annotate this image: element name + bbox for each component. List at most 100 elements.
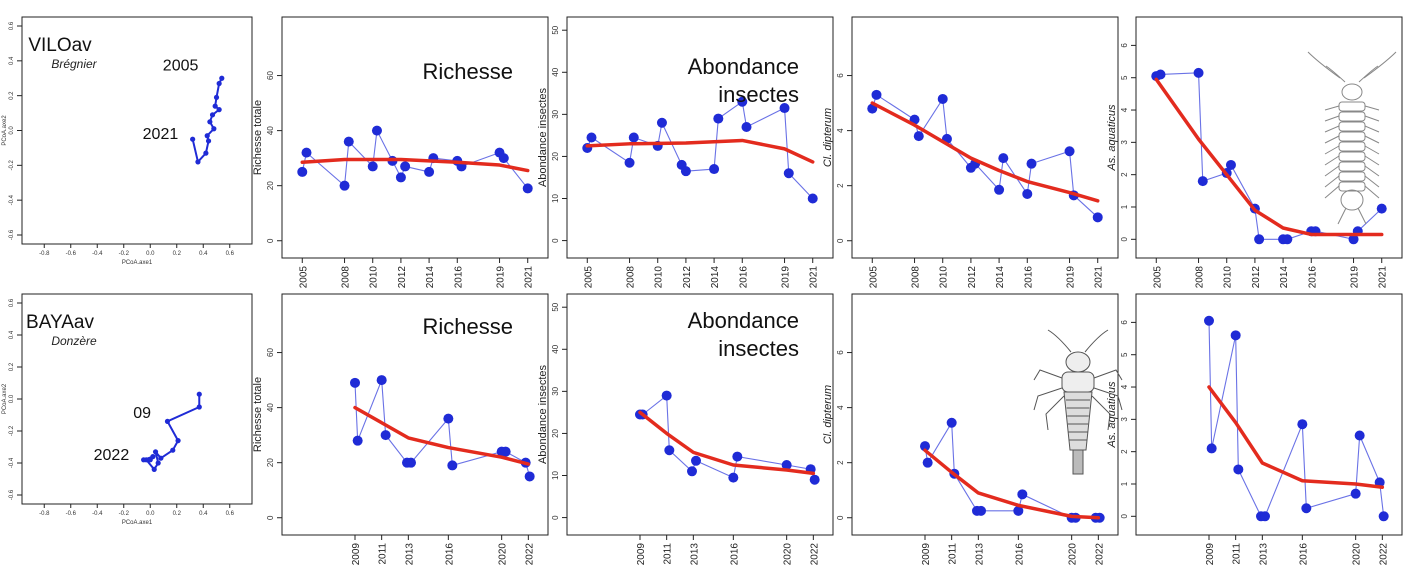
data-point (732, 451, 743, 462)
data-point (809, 474, 820, 485)
trajectory-point (175, 438, 181, 444)
y-axis-label: Abondance insectes (537, 87, 549, 187)
data-point (1348, 234, 1359, 245)
x-tick-label: 2016 (1307, 266, 1318, 289)
river-name: Donzère (51, 334, 97, 348)
panel-frame (1135, 293, 1403, 536)
panel-frame (1135, 16, 1403, 259)
leg (1324, 145, 1380, 155)
data-point (1230, 330, 1241, 341)
panel-2: 0 20 40 60 2005 2008 2010 2012 2014 2016 2019 2021 R… (252, 16, 549, 288)
x-tick-label: 0.2 (173, 511, 182, 517)
data-point (994, 184, 1005, 195)
antennule (1325, 65, 1379, 83)
y-tick-label: -0.6 (9, 489, 15, 500)
y-tick-label: 50 (551, 302, 560, 311)
x-tick-label: 2020 (1352, 543, 1363, 566)
data-point (1204, 315, 1214, 326)
y-tick-label: 0.4 (9, 330, 15, 339)
panel-9: 0 2 4 6 2009 2011 2013 2016 2020 2022 Cl. dipterum (822, 293, 1119, 566)
y-tick-label: 0 (836, 238, 845, 243)
y-tick-label: 6 (1120, 43, 1129, 48)
y-tick-label: 30 (551, 109, 560, 118)
data-point (680, 166, 691, 177)
x-tick-label: 2013 (689, 543, 700, 566)
data-point (946, 417, 957, 428)
y-axis-label: Abondance insectes (537, 364, 549, 464)
x-tick-label: 2022 (524, 543, 535, 566)
body-segment (1338, 171, 1366, 182)
data-point (691, 455, 701, 466)
y-tick-label: 3 (1120, 140, 1129, 145)
panel-title: insectes (718, 82, 799, 107)
data-point (297, 166, 308, 177)
panel-10: 0 1 2 3 4 5 6 2009 2011 2013 2016 2020 2022 As. aquat… (1106, 293, 1403, 566)
data-point (586, 132, 597, 143)
data-point (380, 430, 391, 441)
panel-frame (566, 293, 834, 536)
data-point (661, 390, 672, 401)
data-point (1017, 489, 1028, 500)
panel-frame (281, 16, 549, 259)
data-point (395, 172, 406, 183)
x-tick-label: 2020 (1068, 543, 1079, 566)
x-tick-label: 2011 (663, 543, 674, 565)
data-point (367, 161, 378, 172)
data-point (1376, 203, 1387, 214)
body-segment (1338, 141, 1366, 152)
uropod (1337, 207, 1367, 225)
data-point (400, 161, 411, 172)
x-tick-label: 2005 (583, 266, 594, 289)
data-point (687, 466, 697, 477)
y-axis-label: PCoA.axe2 (2, 115, 8, 146)
x-tick-label: 2010 (1223, 266, 1234, 289)
trend-line (585, 138, 815, 164)
data-point (1022, 188, 1033, 199)
y-tick-label: 6 (836, 350, 845, 355)
y-tick-label: 4 (1120, 384, 1129, 389)
y-tick-label: -0.2 (9, 425, 15, 436)
y-tick-label: 0.0 (9, 394, 15, 403)
y-tick-label: 40 (266, 126, 275, 135)
x-tick-label: 2016 (729, 543, 740, 566)
x-tick-label: 2020 (783, 543, 794, 566)
trend-line (1207, 385, 1385, 489)
body-segment (1338, 111, 1366, 122)
x-tick-label: 2008 (626, 266, 637, 289)
trajectory-point (170, 447, 176, 453)
x-tick-label: -0.6 (66, 251, 77, 257)
panel-6: -0.6 -0.4 -0.2 0.0 0.2 0.4 0.6 -0.8 -0.6 -0.4 -0.2… (2, 293, 253, 526)
trend-line (300, 157, 530, 173)
body-segment (1338, 161, 1366, 172)
data-point (343, 136, 354, 147)
site-name: VILOav (28, 35, 92, 56)
data-point (1297, 419, 1308, 430)
y-tick-label: -0.6 (9, 229, 15, 240)
x-tick-label: 2022 (1378, 543, 1389, 566)
data-point (376, 375, 387, 386)
x-tick-label: 2022 (1094, 543, 1105, 566)
x-axis-label: PCoA.axe1 (122, 260, 153, 266)
panel-1: -0.6 -0.4 -0.2 0.0 0.2 0.4 0.6 -0.8 -0.6 -0.4 -0.2… (2, 16, 253, 266)
panel-title: Richesse (423, 59, 513, 84)
y-tick-label: 20 (551, 151, 560, 160)
data-point (500, 446, 511, 457)
data-point (937, 93, 948, 104)
leg (1324, 185, 1380, 199)
trajectory-point (213, 94, 220, 101)
y-axis-label: As. aquaticus (1106, 104, 1118, 172)
x-tick-label: 2009 (636, 543, 647, 566)
y-tick-label: 3 (1120, 417, 1129, 422)
panel-frame (566, 16, 834, 259)
data-point (339, 180, 350, 191)
antenna (1307, 51, 1397, 79)
trajectory-point (204, 133, 210, 139)
pleotelson (1340, 189, 1364, 211)
data-point (1155, 69, 1166, 80)
data-point (1233, 464, 1244, 475)
observed-line (586, 100, 814, 199)
x-tick-label: -0.6 (66, 511, 77, 517)
panel-title: Abondance (688, 308, 799, 333)
y-tick-label: 0.2 (9, 362, 15, 371)
x-tick-label: 2020 (498, 543, 509, 566)
